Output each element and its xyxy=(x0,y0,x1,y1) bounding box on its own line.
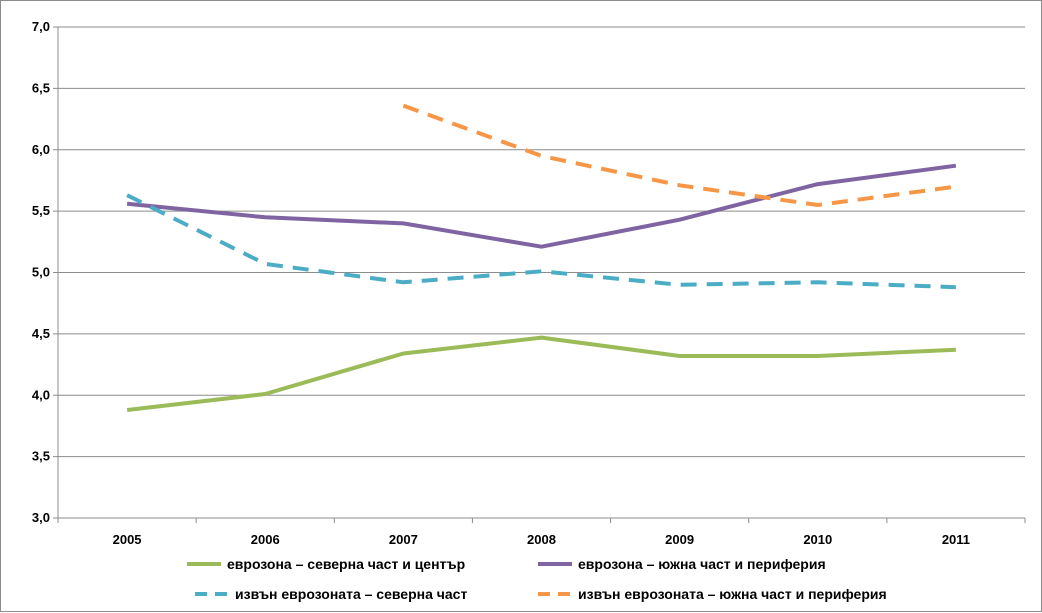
x-tick-label: 2005 xyxy=(113,532,142,547)
y-tick-label: 6,0 xyxy=(32,142,50,157)
y-tick-label: 4,5 xyxy=(32,326,50,341)
legend-label-4: извън еврозоната – южна част и периферия xyxy=(578,586,887,602)
series-lines xyxy=(126,103,957,412)
y-tick-label: 7,0 xyxy=(32,19,50,34)
series-line-2 xyxy=(126,163,957,249)
legend: еврозона – северна част и център еврозона… xyxy=(187,556,887,602)
x-tick-label: 2010 xyxy=(803,532,832,547)
series-line-1 xyxy=(126,335,956,412)
x-tick-label: 2008 xyxy=(527,532,556,547)
y-tick-label: 6,5 xyxy=(32,80,50,95)
x-tick-label: 2006 xyxy=(251,532,280,547)
series-line-3 xyxy=(126,193,956,290)
axes: 3,0 3,5 4,0 4,5 5,0 5,5 6,0 6,5 7,0 2005 2006 2007 2… xyxy=(32,19,1026,547)
y-tick-label: 4,0 xyxy=(32,387,50,402)
legend-label-2: еврозона – южна част и периферия xyxy=(578,556,826,572)
y-tick-label: 3,0 xyxy=(32,510,50,525)
x-tick-label: 2009 xyxy=(665,532,694,547)
x-tick-label: 2011 xyxy=(942,532,970,547)
y-tick-label: 3,5 xyxy=(32,449,50,464)
y-tick-label: 5,0 xyxy=(32,265,50,280)
y-tick-label: 5,5 xyxy=(32,203,50,218)
legend-label-3: извън еврозоната – северна част xyxy=(235,586,467,602)
series-line-4 xyxy=(402,103,957,207)
x-tick-label: 2007 xyxy=(389,532,418,547)
gridlines xyxy=(58,26,1025,458)
legend-label-1: еврозона – северна част и център xyxy=(227,556,465,572)
